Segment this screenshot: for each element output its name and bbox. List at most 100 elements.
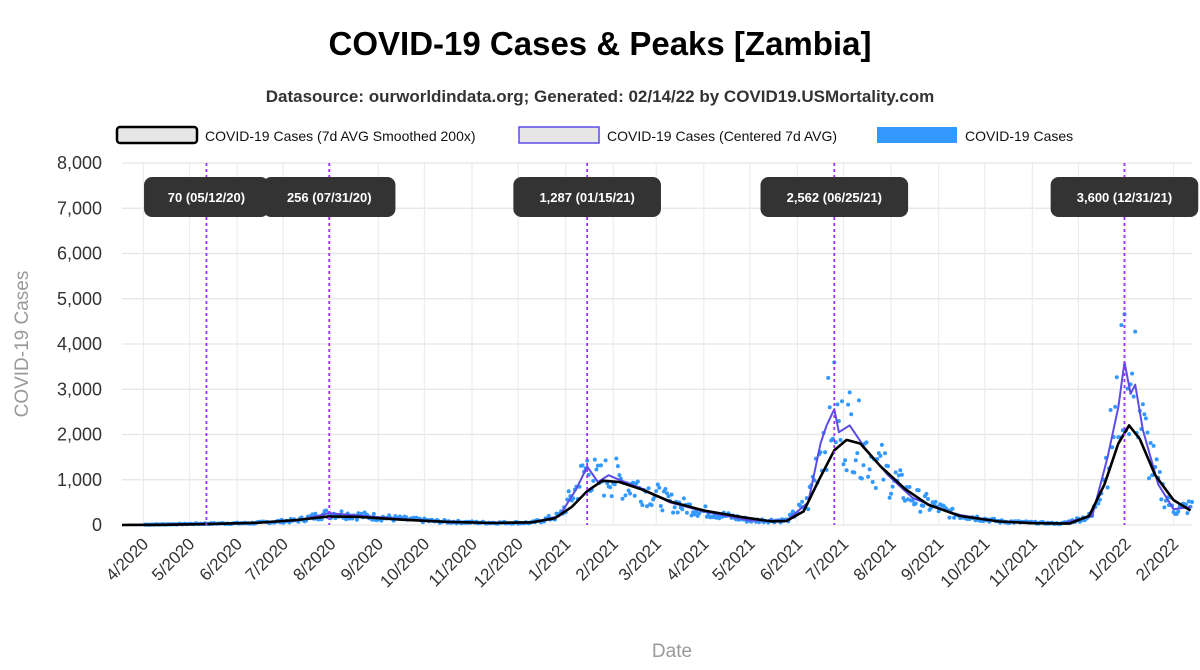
data-point	[657, 485, 662, 490]
data-point	[635, 479, 640, 484]
data-point	[930, 500, 935, 505]
data-point	[1154, 457, 1159, 462]
data-point	[594, 467, 599, 472]
data-point	[887, 495, 892, 500]
data-point	[852, 470, 857, 475]
data-point	[879, 442, 884, 447]
data-point	[855, 451, 860, 456]
x-tick-label: 10/2021	[937, 534, 994, 591]
data-point	[827, 405, 832, 410]
data-point	[571, 496, 576, 501]
data-point	[666, 494, 671, 499]
data-point	[680, 507, 685, 512]
x-axis-label: Date	[652, 641, 692, 662]
data-point	[806, 507, 811, 512]
data-point	[906, 497, 910, 502]
data-point	[1108, 408, 1113, 412]
x-tick-label: 11/2021	[985, 534, 1041, 590]
peak-label-box	[760, 177, 909, 217]
data-point	[878, 453, 883, 458]
data-point	[1142, 412, 1147, 417]
data-point	[800, 499, 805, 504]
data-point	[614, 456, 619, 461]
x-tick-label: 7/2020	[242, 534, 292, 584]
data-point	[846, 402, 851, 407]
data-point	[324, 508, 329, 513]
data-point	[689, 513, 694, 518]
data-point	[1157, 470, 1162, 474]
legend-label: COVID-19 Cases (7d AVG Smoothed 200x)	[205, 128, 476, 144]
x-tick-label: 11/2020	[425, 534, 481, 590]
data-point	[881, 477, 886, 482]
data-point	[646, 486, 651, 491]
data-point	[694, 509, 699, 514]
data-point	[918, 509, 923, 514]
x-tick-label: 3/2021	[615, 534, 665, 584]
legend: COVID-19 Cases (7d AVG Smoothed 200x) COV…	[115, 125, 1073, 145]
x-tick-label: 12/2021	[1030, 534, 1087, 591]
chart-title: COVID-19 Cases & Peaks [Zambia]	[329, 25, 872, 62]
data-point	[603, 458, 608, 463]
data-point	[1145, 430, 1150, 435]
data-point	[623, 493, 628, 498]
data-point	[1130, 371, 1135, 376]
data-point	[841, 462, 846, 467]
data-point	[1162, 505, 1167, 510]
data-point	[1140, 402, 1145, 407]
data-point	[924, 491, 929, 496]
data-point	[835, 402, 840, 407]
data-point	[844, 468, 849, 473]
x-axis: 4/20205/20206/20207/20208/20209/202010/2…	[102, 534, 1182, 591]
data-point	[790, 509, 795, 514]
data-point	[1133, 329, 1138, 334]
data-point	[907, 485, 912, 489]
data-point	[632, 493, 637, 498]
y-tick-label: 5,000	[57, 289, 102, 309]
data-point	[1114, 375, 1119, 380]
peak-label: 3,600 (12/31/21)	[1077, 190, 1172, 205]
data-point	[638, 499, 643, 504]
data-point	[921, 503, 926, 508]
data-point	[886, 464, 890, 469]
data-point	[902, 498, 907, 503]
data-point	[873, 486, 878, 490]
data-point	[665, 491, 669, 496]
data-point	[675, 510, 680, 515]
data-point	[620, 496, 625, 501]
peaks: 70 (05/12/20) 256 (07/31/20) 1,287 (01/15/…	[144, 163, 1199, 525]
data-point	[889, 491, 894, 496]
legend-swatch	[518, 126, 600, 144]
data-point	[899, 472, 904, 477]
x-tick-label: 2/2021	[572, 534, 622, 584]
x-tick-label: 5/2020	[148, 534, 198, 584]
data-point	[344, 517, 349, 522]
data-point	[947, 515, 952, 520]
data-point	[893, 470, 898, 475]
data-point	[1096, 501, 1101, 506]
x-tick-label: 6/2021	[756, 534, 806, 584]
data-point	[853, 458, 858, 463]
data-point	[843, 458, 848, 463]
data-point	[898, 468, 903, 473]
x-tick-label: 4/2021	[662, 534, 712, 584]
x-tick-label: 4/2020	[102, 534, 152, 584]
data-point	[861, 463, 866, 468]
data-point	[703, 504, 708, 509]
x-tick-label: 6/2020	[196, 534, 246, 584]
data-point	[1131, 394, 1136, 399]
series-smoothed	[121, 424, 1192, 527]
data-point	[658, 504, 663, 508]
data-point	[599, 463, 603, 468]
data-point	[896, 473, 901, 478]
data-point	[1186, 499, 1191, 504]
x-tick-label: 12/2020	[470, 534, 527, 591]
data-point	[1176, 509, 1181, 514]
data-point	[840, 399, 844, 404]
data-point	[823, 450, 828, 455]
y-axis: 0 1,000 2,000 3,000 4,000 5,000 6,000 7,000 8,00…	[57, 153, 102, 535]
y-tick-label: 1,000	[57, 470, 102, 490]
data-point	[866, 474, 871, 479]
data-point	[628, 491, 633, 496]
data-point	[838, 438, 843, 442]
